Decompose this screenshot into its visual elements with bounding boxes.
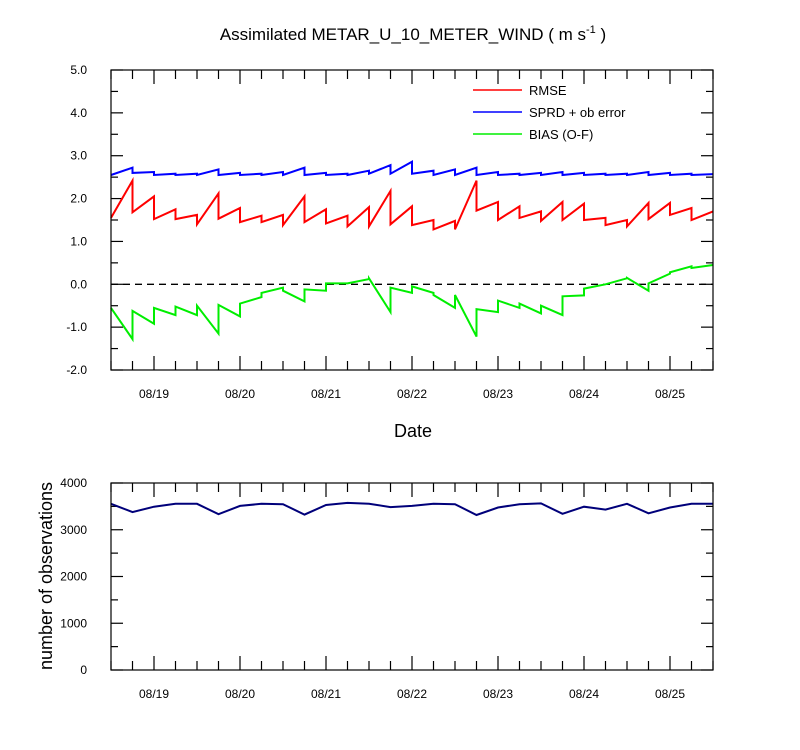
y-tick-label: 5.0	[70, 63, 87, 77]
x-tick-label: 08/24	[569, 687, 599, 701]
legend-label: SPRD + ob error	[529, 105, 626, 120]
x-tick-label: 08/22	[397, 387, 427, 401]
x-tick-label: 08/25	[655, 687, 685, 701]
y-tick-label: -1.0	[66, 320, 87, 334]
x-tick-label: 08/19	[139, 687, 169, 701]
y-tick-label: 4000	[60, 476, 87, 490]
bottom-plot-frame	[110, 482, 714, 671]
x-tick-label: 08/24	[569, 387, 599, 401]
series-line-2	[110, 264, 714, 343]
x-axis-title: Date	[394, 421, 432, 441]
x-tick-label: 08/21	[311, 387, 341, 401]
series-line-0	[110, 501, 713, 517]
y-tick-label: 1.0	[70, 234, 87, 248]
top-series-lines	[110, 159, 714, 343]
top-chart: Assimilated METAR_U_10_METER_WIND ( m s-…	[66, 24, 714, 441]
y-tick-label: 0.0	[70, 277, 87, 291]
top-plot-frame	[110, 69, 714, 371]
x-tick-label: 08/21	[311, 687, 341, 701]
x-tick-label: 08/23	[483, 687, 513, 701]
bottom-chart: 08/19 08/20 08/21 08/22 08/23 08/24 08/25 0 1000…	[36, 476, 714, 701]
x-tick-label: 08/20	[225, 687, 255, 701]
x-tick-label: 08/19	[139, 387, 169, 401]
y-tick-label: -2.0	[66, 363, 87, 377]
y-tick-label: 4.0	[70, 106, 87, 120]
y-tick-label: 1000	[60, 616, 87, 630]
y-tick-label: 3000	[60, 523, 87, 537]
y-tick-label: 2000	[60, 570, 87, 584]
y-tick-label: 0	[80, 663, 87, 677]
x-tick-label: 08/20	[225, 387, 255, 401]
chart-title: Assimilated METAR_U_10_METER_WIND ( m s-…	[220, 24, 606, 44]
x-tick-label: 08/25	[655, 387, 685, 401]
x-tick-label: 08/22	[397, 687, 427, 701]
y-tick-label: 2.0	[70, 192, 87, 206]
bottom-series-lines	[110, 501, 713, 517]
y-axis-title: number of observations	[36, 482, 56, 670]
top-axis-ticks: 08/19 08/20 08/21 08/22 08/23 08/24 08/25 -2.0 -…	[66, 63, 714, 401]
legend: RMSE SPRD + ob error BIAS (O-F)	[473, 83, 626, 142]
legend-label: RMSE	[529, 83, 567, 98]
series-line-1	[110, 159, 714, 177]
bottom-axis-ticks: 08/19 08/20 08/21 08/22 08/23 08/24 08/25 0 1000…	[60, 476, 714, 701]
y-tick-label: 3.0	[70, 149, 87, 163]
series-line-0	[110, 176, 714, 231]
x-tick-label: 08/23	[483, 387, 513, 401]
legend-label: BIAS (O-F)	[529, 127, 593, 142]
